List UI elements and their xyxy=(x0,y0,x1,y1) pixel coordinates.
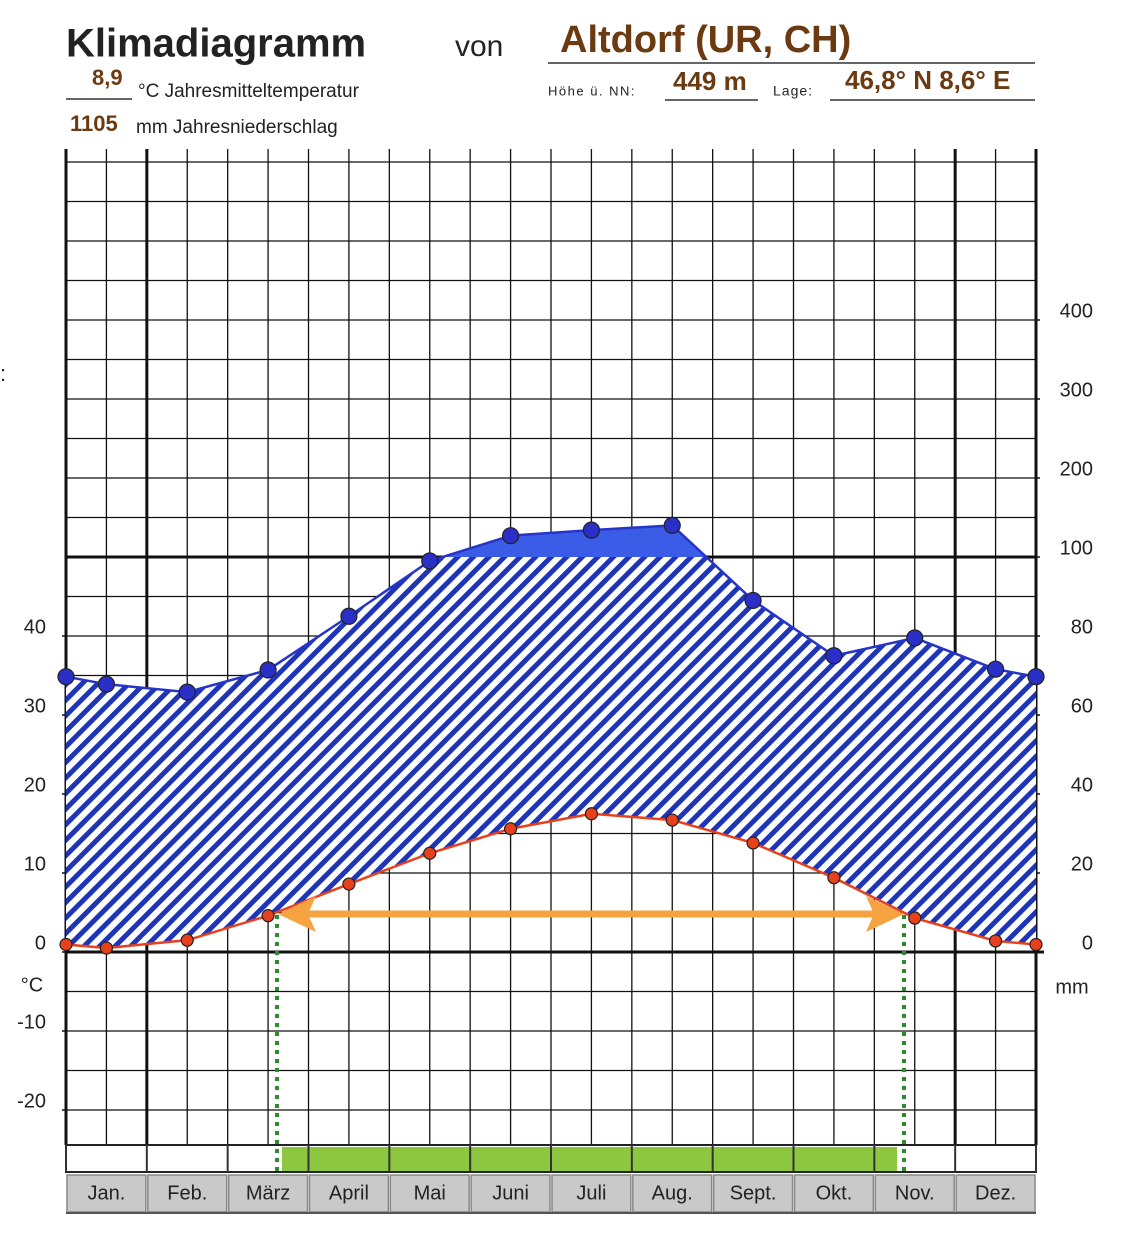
y2-axis-label: mm xyxy=(1055,976,1088,998)
x-tick-label: Feb. xyxy=(167,1182,207,1204)
data-point xyxy=(501,527,520,545)
x-tick-label: März xyxy=(246,1182,290,1204)
data-point xyxy=(503,822,518,836)
wrap-point xyxy=(59,937,73,952)
data-point xyxy=(342,877,356,891)
y-tick-label: 40 xyxy=(24,616,46,638)
data-point xyxy=(178,683,196,701)
y2-tick-label: 300 xyxy=(1060,379,1093,401)
data-point xyxy=(744,591,762,610)
x-tick-label: April xyxy=(329,1182,369,1204)
y2-tick-label: 80 xyxy=(1071,616,1093,638)
elevation-label: Höhe ü. NN: xyxy=(548,83,636,98)
data-point xyxy=(423,846,437,860)
margin-mark: : xyxy=(0,361,6,386)
x-tick-label: Aug. xyxy=(652,1182,693,1204)
marks xyxy=(57,516,1045,955)
data-point xyxy=(908,911,922,925)
y-tick-label: 20 xyxy=(24,774,46,796)
station: Altdorf (UR, CH) xyxy=(560,19,851,61)
data-point xyxy=(986,660,1005,678)
y2-tick-label: 60 xyxy=(1071,695,1093,717)
elevation: 449 m xyxy=(673,66,747,96)
y2-tick-label: 400 xyxy=(1060,300,1093,322)
annual-precipitation-label: mm Jahresniederschlag xyxy=(136,117,338,138)
data-point xyxy=(261,909,275,923)
data-point xyxy=(584,807,599,821)
x-tick-label: Sept. xyxy=(730,1182,777,1204)
location: 46,8° N 8,6° E xyxy=(845,65,1010,95)
x-tick-label: Jan. xyxy=(88,1182,126,1204)
location-label: Lage: xyxy=(773,83,813,99)
y-tick-label: 30 xyxy=(24,695,46,717)
month-cell xyxy=(470,1174,551,1213)
data-point xyxy=(665,813,679,827)
y-tick-label: -10 xyxy=(17,1011,46,1033)
mean-temperature: 8,9 xyxy=(92,65,123,90)
month-cell xyxy=(227,1174,309,1213)
x-tick-label: Juni xyxy=(492,1182,529,1204)
y2-tick-label: 40 xyxy=(1071,774,1093,796)
series-wrap-line xyxy=(65,943,107,950)
month-cell xyxy=(551,1174,632,1213)
month-cell xyxy=(66,1174,147,1213)
wrap-point xyxy=(1027,668,1045,686)
perhumid-area xyxy=(66,525,1036,557)
fills xyxy=(66,525,1036,949)
x-tick-label: Mai xyxy=(414,1182,446,1204)
data-point xyxy=(746,836,760,850)
data-point xyxy=(663,516,681,535)
y2-tick-label: 200 xyxy=(1060,458,1093,480)
y2-tick-label: 20 xyxy=(1071,853,1093,875)
data-point xyxy=(97,675,116,693)
y-tick-label: 0 xyxy=(35,932,46,954)
series-line xyxy=(106,524,997,694)
y-tick-label: -20 xyxy=(17,1090,46,1112)
axes: -20 -10 0 10 20 30 40 °C 0 20 40 60 80 100 200 300 400 mm… xyxy=(17,300,1093,1214)
wrap-point xyxy=(1029,937,1043,952)
data-point xyxy=(259,661,277,679)
data-point xyxy=(988,934,1003,948)
month-cell xyxy=(632,1174,713,1213)
y-axis-label: °C xyxy=(21,974,43,996)
data-point xyxy=(827,871,841,885)
y2-tick-label: 100 xyxy=(1060,537,1093,559)
month-cell xyxy=(793,1174,875,1213)
wrap-point xyxy=(57,668,75,686)
chart-title: Klimadiagramm xyxy=(66,22,366,66)
title-connector: von xyxy=(455,30,503,63)
x-tick-label: Nov. xyxy=(895,1182,935,1204)
series-wrap-line xyxy=(995,939,1037,946)
month-cell xyxy=(712,1174,794,1213)
growing-season xyxy=(275,896,906,1172)
data-point xyxy=(421,552,439,570)
data-point xyxy=(825,647,843,665)
series-line xyxy=(106,812,996,950)
x-tick-label: Okt. xyxy=(816,1182,853,1204)
growing-season-bar xyxy=(282,1147,897,1172)
data-point xyxy=(340,607,358,625)
month-cell xyxy=(308,1174,390,1213)
annual-precipitation: 1105 xyxy=(70,111,118,136)
data-point xyxy=(582,521,601,539)
mean-temperature-label: °C Jahresmitteltemperatur xyxy=(138,81,360,102)
y2-tick-label: 0 xyxy=(1082,932,1093,954)
data-point xyxy=(180,933,194,947)
month-cell xyxy=(955,1174,1036,1213)
arrow-head xyxy=(278,896,316,932)
data-point xyxy=(906,629,924,647)
month-cell xyxy=(389,1174,470,1213)
arrow-head xyxy=(866,896,904,932)
data-point xyxy=(99,941,114,955)
x-tick-label: Juli xyxy=(576,1182,606,1204)
x-tick-label: Dez. xyxy=(975,1182,1016,1204)
y-tick-label: 10 xyxy=(24,853,46,875)
humid-area xyxy=(66,557,1036,949)
